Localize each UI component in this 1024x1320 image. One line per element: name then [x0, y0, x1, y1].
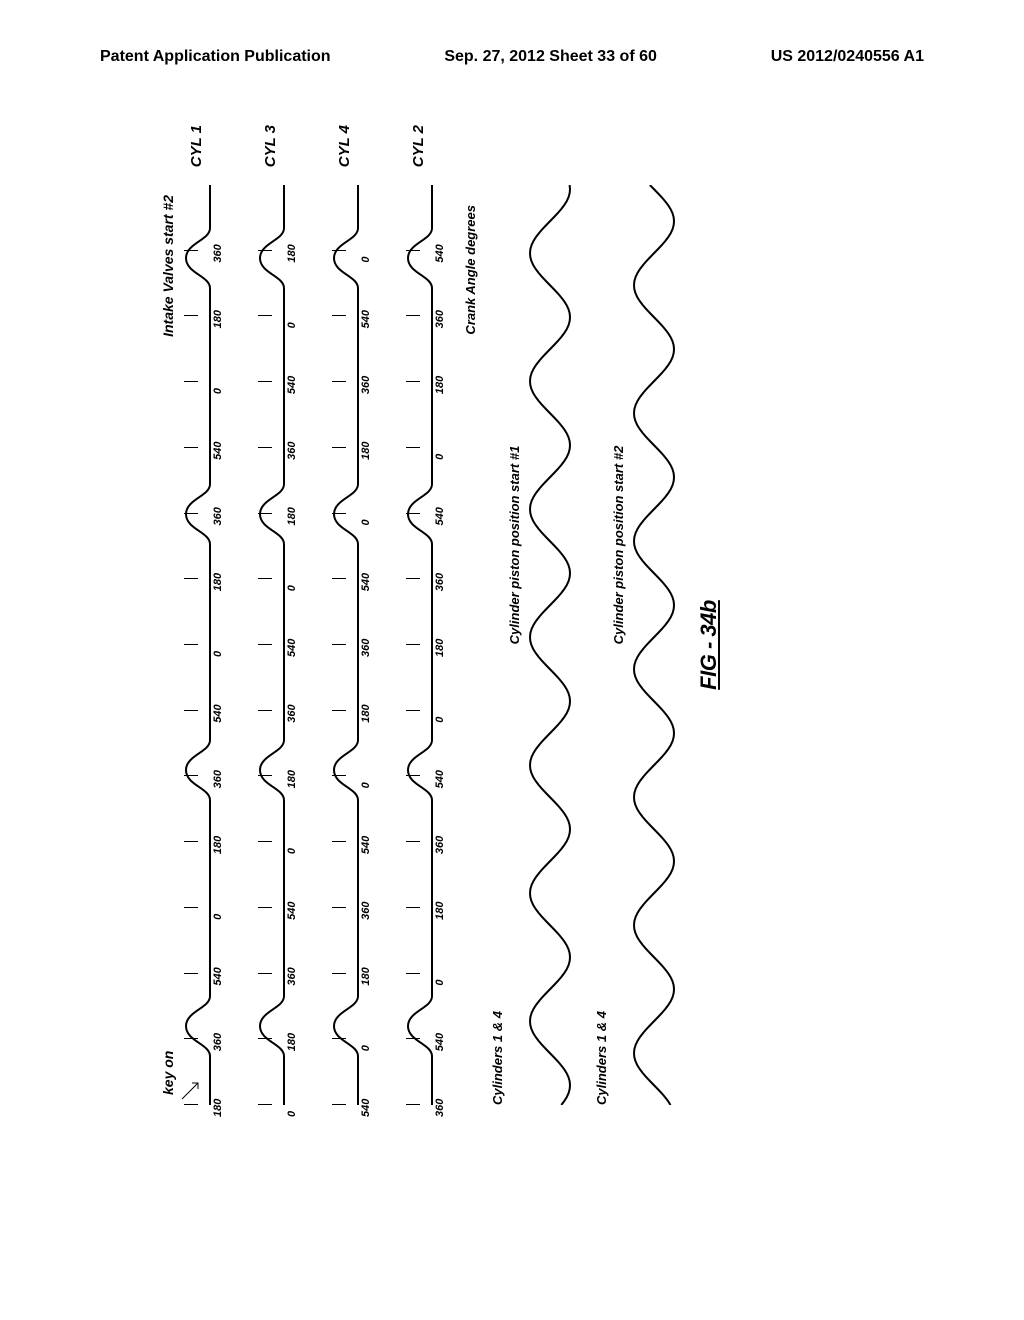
valve-lift-curve: [180, 185, 214, 1105]
tick-label: 360: [286, 441, 298, 459]
tick-label: 180: [212, 836, 224, 854]
cylinder-label: CYL 3: [262, 125, 279, 167]
tick-label: 180: [286, 244, 298, 262]
tick-label: 0: [286, 1111, 298, 1117]
key-on-arrow-icon: [182, 1083, 198, 1099]
tick-label: 540: [286, 639, 298, 657]
piston-cyl-label-2: Cylinders 1 & 4: [594, 185, 609, 1105]
piston-block-1: Cylinders 1 & 4 Cylinder piston position…: [490, 185, 576, 1105]
tick-label: 360: [360, 376, 372, 394]
header-right: US 2012/0240556 A1: [771, 48, 924, 66]
tick-label: 360: [434, 310, 446, 328]
tick-label: 360: [212, 1033, 224, 1051]
tick-label: 540: [360, 310, 372, 328]
tick-label: 180: [212, 1099, 224, 1117]
tick: 180: [288, 185, 318, 251]
tick-label: 0: [360, 257, 372, 263]
tick-label: 180: [286, 770, 298, 788]
tick-label: 360: [286, 704, 298, 722]
tick: 0: [362, 185, 392, 251]
header-left: Patent Application Publication: [100, 48, 331, 66]
valve-lift-curve: [402, 185, 436, 1105]
tick-label: 0: [286, 585, 298, 591]
tick: 540: [436, 185, 466, 251]
figure-content: key on Intake Valves start #2 CYL 118036…: [160, 185, 780, 1105]
cylinder-row: CYL 45400180360540018036054001803605400: [328, 185, 398, 1105]
tick-label: 180: [212, 310, 224, 328]
tick-label: 360: [286, 967, 298, 985]
crank-angle-ticks: 5400180360540018036054001803605400: [362, 185, 392, 1105]
tick-label: 360: [434, 1099, 446, 1117]
figure-label: FIG - 34b: [696, 185, 722, 1105]
piston-sine-1: [524, 185, 576, 1105]
tick-label: 360: [212, 244, 224, 262]
tick-label: 360: [212, 770, 224, 788]
piston-cyl-label-1: Cylinders 1 & 4: [490, 185, 505, 1105]
tick-label: 0: [434, 979, 446, 985]
tick-label: 360: [434, 836, 446, 854]
tick-label: 180: [434, 901, 446, 919]
crank-angle-axis-caption: Crank Angle degrees: [463, 205, 478, 335]
key-on-label: key on: [160, 1051, 176, 1095]
tick-label: 0: [434, 717, 446, 723]
intake-valves-label: Intake Valves start #2: [160, 195, 176, 337]
tick-label: 540: [434, 1033, 446, 1051]
tick-label: 180: [286, 1033, 298, 1051]
tick-label: 0: [434, 454, 446, 460]
crank-angle-ticks: 0180360540018036054001803605400180: [288, 185, 318, 1105]
tick-label: 0: [360, 1045, 372, 1051]
tick-label: 180: [360, 704, 372, 722]
tick-label: 0: [286, 322, 298, 328]
tick-label: 180: [434, 376, 446, 394]
cylinder-row: CYL 118036054001803605400180360540018036…: [180, 185, 250, 1105]
tick-label: 540: [212, 704, 224, 722]
tick-label: 360: [360, 639, 372, 657]
tick-label: 540: [286, 901, 298, 919]
tick-label: 180: [286, 507, 298, 525]
valve-lift-curve: [254, 185, 288, 1105]
tick: 360: [214, 185, 244, 251]
figure-rotated-container: key on Intake Valves start #2 CYL 118036…: [10, 335, 930, 955]
tick-label: 540: [360, 836, 372, 854]
tick-label: 360: [360, 901, 372, 919]
cylinder-label: CYL 1: [188, 125, 205, 167]
tick-label: 0: [360, 782, 372, 788]
piston-pos-label-1: Cylinder piston position start #1: [507, 185, 522, 1105]
cylinder-label: CYL 4: [336, 125, 353, 167]
tick-label: 360: [434, 573, 446, 591]
tick-label: 180: [360, 967, 372, 985]
tick-label: 0: [212, 914, 224, 920]
crank-angle-ticks: 180360540018036054001803605400180360: [214, 185, 244, 1105]
tick-label: 180: [360, 441, 372, 459]
cylinder-row: CYL 236054001803605400180360540018036054…: [402, 185, 472, 1105]
tick-label: 540: [286, 376, 298, 394]
tick-label: 360: [212, 507, 224, 525]
header-center: Sep. 27, 2012 Sheet 33 of 60: [444, 48, 657, 66]
tick-label: 0: [212, 388, 224, 394]
tick-label: 540: [212, 967, 224, 985]
tick-label: 0: [286, 848, 298, 854]
tick-label: 540: [360, 1099, 372, 1117]
tick-label: 540: [434, 507, 446, 525]
tick-label: 540: [434, 770, 446, 788]
tick-label: 0: [360, 519, 372, 525]
cylinder-label: CYL 2: [410, 125, 427, 167]
piston-pos-label-2: Cylinder piston position start #2: [611, 185, 626, 1105]
tick-label: 0: [212, 651, 224, 657]
crank-angle-ticks: 360540018036054001803605400180360540Cran…: [436, 185, 466, 1105]
valve-lift-curve: [328, 185, 362, 1105]
tick-label: 540: [360, 573, 372, 591]
tick-label: 180: [212, 573, 224, 591]
piston-sine-2: [628, 185, 680, 1105]
piston-block-2: Cylinders 1 & 4 Cylinder piston position…: [594, 185, 680, 1105]
tick-label: 540: [434, 244, 446, 262]
cylinder-row: CYL 30180360540018036054001803605400180: [254, 185, 324, 1105]
tick-label: 540: [212, 441, 224, 459]
tick-label: 180: [434, 639, 446, 657]
